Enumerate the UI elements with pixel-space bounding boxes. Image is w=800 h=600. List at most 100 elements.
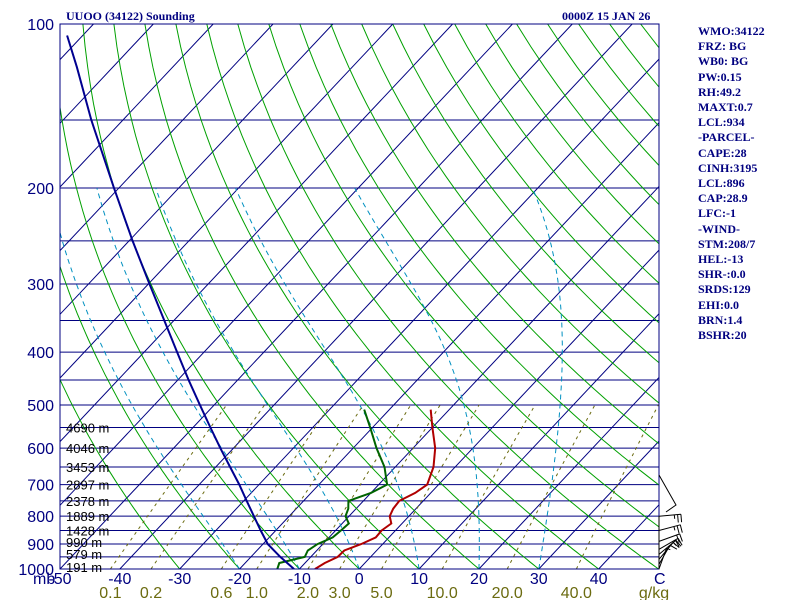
sounding-index-20: BSHR:20 bbox=[698, 328, 747, 343]
sounding-index-5: MAXT:0.7 bbox=[698, 100, 753, 115]
sounding-index-16: SHR-:0.0 bbox=[698, 267, 746, 282]
temperature-tick-label: 20 bbox=[470, 571, 488, 588]
sounding-index-14: STM:208/7 bbox=[698, 236, 756, 251]
mixing-ratio-line bbox=[575, 404, 659, 569]
pressure-tick-label: 300 bbox=[27, 277, 54, 294]
isotherm-10 bbox=[418, 313, 659, 569]
height-label: 3453 m bbox=[66, 460, 109, 475]
wind-barb bbox=[658, 547, 671, 570]
isotherm--60 bbox=[60, 24, 513, 507]
isotherm--10 bbox=[299, 185, 659, 569]
height-label: 4690 m bbox=[66, 420, 109, 435]
mixing-ratio-tick-label: 40.0 bbox=[561, 585, 592, 600]
dry-adiabat bbox=[175, 24, 540, 569]
isotherm--80 bbox=[60, 24, 394, 379]
mixing-ratio-tick-label: 0.6 bbox=[210, 585, 232, 600]
mixing-ratio-line bbox=[150, 404, 266, 569]
sounding-index-9: CINH:3195 bbox=[698, 160, 758, 175]
mixing-ratio-tick-label: 0.2 bbox=[140, 585, 162, 600]
mixing-ratio-line bbox=[109, 404, 228, 569]
wind-barb bbox=[658, 524, 683, 534]
sounding-index-12: LFC:-1 bbox=[698, 206, 736, 221]
sounding-index-7: -PARCEL- bbox=[698, 130, 755, 145]
height-label: 579 m bbox=[66, 547, 102, 562]
mixing-ratio-tick-label: 5.0 bbox=[370, 585, 392, 600]
mixing-ratio-line bbox=[506, 404, 596, 569]
dry-adiabat bbox=[237, 24, 659, 569]
wind-profile bbox=[658, 474, 683, 570]
dry-adiabat bbox=[392, 24, 659, 364]
mixing-ratio-tick-label: 2.0 bbox=[297, 585, 319, 600]
dry-adiabat bbox=[361, 24, 659, 404]
mixing-ratio-tick-label: 3.0 bbox=[328, 585, 350, 600]
series-temperature bbox=[314, 409, 437, 569]
dry-adiabat bbox=[113, 24, 420, 569]
isotherm--110 bbox=[60, 24, 214, 188]
pressure-tick-label: 700 bbox=[27, 478, 54, 495]
dry-adiabat bbox=[60, 378, 181, 569]
isotherm-30 bbox=[538, 440, 659, 569]
mixing-ratio-unit-label: g/kg bbox=[639, 585, 669, 600]
wind-barb bbox=[658, 513, 683, 523]
height-label: 2897 m bbox=[66, 478, 109, 493]
mixing-ratio-line bbox=[339, 404, 441, 569]
isotherm-20 bbox=[478, 376, 659, 569]
series-dewpoint bbox=[276, 409, 389, 569]
sounding-index-3: PW:0.15 bbox=[698, 69, 742, 84]
sounding-index-10: LCL:896 bbox=[698, 176, 745, 191]
mixing-ratio-line bbox=[381, 404, 480, 569]
isotherm--30 bbox=[179, 58, 659, 569]
height-label: 2378 m bbox=[66, 494, 109, 509]
mixing-ratio-tick-label: 0.1 bbox=[99, 585, 121, 600]
pressure-tick-label: 800 bbox=[27, 509, 54, 526]
isotherm--20 bbox=[239, 122, 659, 569]
pressure-tick-label: 1000 bbox=[18, 562, 54, 579]
pressure-tick-label: 500 bbox=[27, 398, 54, 415]
isotherm--50 bbox=[60, 24, 573, 569]
mixing-ratio-tick-label: 10.0 bbox=[427, 585, 458, 600]
mixing-ratio-tick-label: 20.0 bbox=[492, 585, 523, 600]
temperature-tick-label: -10 bbox=[288, 571, 311, 588]
dry-adiabat bbox=[485, 24, 659, 245]
wind-barb bbox=[658, 539, 682, 555]
height-label: 1889 m bbox=[66, 509, 109, 524]
temperature-tick-label: 10 bbox=[410, 571, 428, 588]
moist-adiabat bbox=[60, 230, 241, 569]
series-parcel bbox=[66, 35, 295, 569]
moist-adiabat bbox=[354, 187, 480, 569]
sounding-profiles bbox=[66, 35, 437, 569]
pressure-tick-label: 900 bbox=[27, 537, 54, 554]
mixing-ratio-line bbox=[441, 404, 536, 569]
pressure-tick-label: 100 bbox=[27, 17, 54, 34]
pressure-unit-label: mb bbox=[33, 571, 55, 588]
sounding-indices: WMO:34122 FRZ: BG WB0: BG PW:0.15 RH:49.2 MAX… bbox=[698, 24, 765, 343]
chart-title: UUOO (34122) Sounding bbox=[66, 9, 195, 23]
temperature-unit-label: C bbox=[654, 571, 666, 588]
temperature-tick-label: 40 bbox=[590, 571, 608, 588]
sounding-index-18: EHI:0.0 bbox=[698, 297, 740, 312]
pressure-tick-label: 200 bbox=[27, 181, 54, 198]
sounding-index-17: SRDS:129 bbox=[698, 282, 751, 297]
isotherm--120 bbox=[60, 24, 154, 125]
dry-adiabat bbox=[144, 24, 480, 569]
height-label: 4046 m bbox=[66, 441, 109, 456]
dry-adiabat bbox=[206, 24, 599, 569]
wind-barb bbox=[658, 542, 680, 560]
dry-adiabat bbox=[454, 24, 659, 284]
sounding-index-8: CAPE:28 bbox=[698, 145, 747, 160]
background-grid bbox=[60, 24, 659, 569]
sounding-index-1: FRZ: BG bbox=[698, 39, 747, 54]
height-label: 990 m bbox=[66, 535, 102, 550]
moist-adiabat bbox=[96, 187, 300, 569]
temperature-tick-label: -30 bbox=[168, 571, 191, 588]
wind-barb bbox=[658, 537, 683, 550]
plot-background bbox=[60, 24, 659, 569]
chart-time: 0000Z 15 JAN 26 bbox=[562, 9, 650, 23]
mixing-ratio-tick-label: 1.0 bbox=[246, 585, 268, 600]
temperature-tick-label: -20 bbox=[228, 571, 251, 588]
sounding-index-15: HEL:-13 bbox=[698, 252, 744, 267]
moist-adiabat bbox=[235, 187, 420, 569]
sounding-index-4: RH:49.2 bbox=[698, 84, 741, 99]
